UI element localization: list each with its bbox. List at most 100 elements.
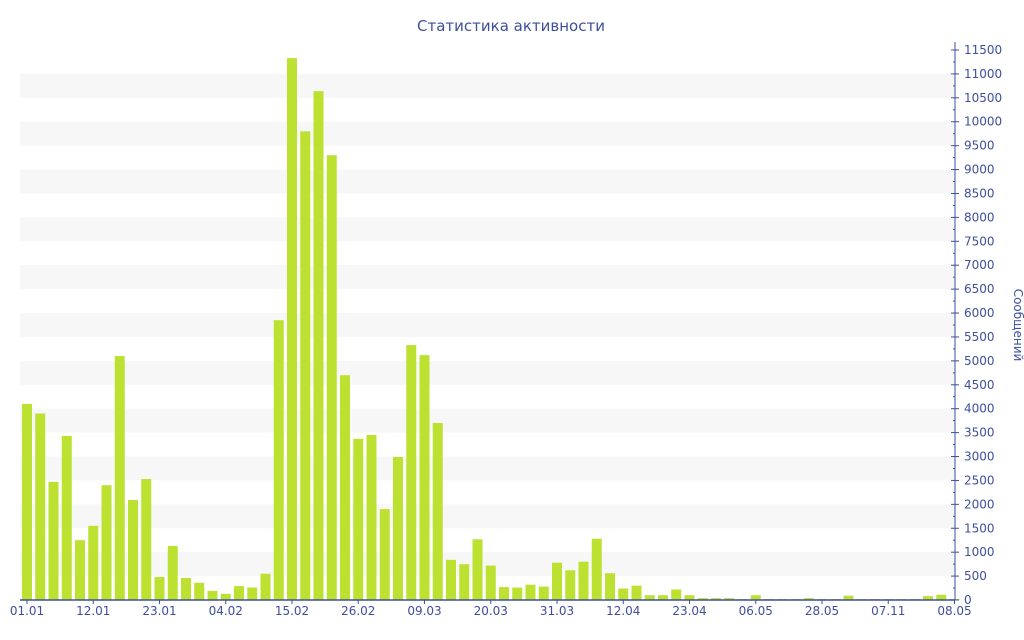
y-axis-label: Сообщений [1011, 289, 1024, 362]
grid-band [20, 360, 955, 385]
bar [379, 509, 390, 600]
grid-band [20, 265, 955, 290]
y-tick-label: 500 [964, 569, 987, 583]
bar [75, 540, 85, 600]
y-tick-label: 8000 [964, 210, 995, 224]
bar [724, 598, 735, 600]
bar [287, 58, 297, 601]
chart-title: Статистика активности [417, 17, 605, 35]
bar [538, 586, 549, 600]
y-tick-label: 1500 [964, 521, 995, 535]
y-tick-label: 4000 [964, 402, 995, 416]
x-tick-label: 08.05 [937, 604, 971, 618]
bar [419, 355, 430, 600]
x-tick-label: 20.03 [474, 604, 508, 618]
bar [61, 435, 72, 600]
bar [167, 545, 178, 600]
bar [631, 585, 642, 600]
x-tick-label: 23.01 [142, 604, 176, 618]
x-tick-label: 09.03 [407, 604, 441, 618]
y-tick-label: 2000 [964, 497, 995, 511]
grid-band [20, 121, 955, 146]
x-tick-label: 26.02 [341, 604, 375, 618]
y-tick-label: 3500 [964, 426, 995, 440]
y-tick-label: 11000 [964, 67, 1002, 81]
y-tick-label: 11500 [964, 43, 1002, 57]
bar [88, 525, 99, 600]
bar [220, 593, 231, 600]
grid-band [20, 313, 955, 337]
grid-band [20, 456, 955, 481]
grid-band [20, 217, 955, 242]
bar [803, 598, 814, 600]
y-tick-label: 2500 [964, 473, 995, 487]
bar [101, 485, 112, 600]
bar [141, 479, 152, 600]
bar [300, 131, 311, 600]
y-tick-label: 1000 [964, 545, 995, 559]
grid-band [20, 73, 955, 98]
y-tick-label: 7500 [964, 234, 995, 248]
y-tick-label: 3000 [964, 450, 995, 464]
y-tick-label: 10500 [964, 91, 1002, 105]
bar [565, 570, 576, 600]
x-tick-label: 15.02 [275, 604, 309, 618]
bar [181, 578, 191, 600]
bar [472, 539, 483, 600]
bar [697, 598, 708, 600]
x-tick-label: 31.03 [540, 604, 574, 618]
x-tick-label: 07.11 [871, 604, 905, 618]
bar [525, 584, 536, 600]
grid-band [20, 504, 955, 529]
bar [35, 413, 46, 600]
bar [499, 587, 509, 600]
bar [485, 565, 496, 600]
bar [512, 587, 523, 600]
bar [22, 403, 32, 600]
y-tick-label: 9000 [964, 163, 995, 177]
bar [843, 595, 854, 600]
y-tick-label: 8500 [964, 186, 995, 200]
bar [353, 438, 364, 600]
bar [923, 596, 933, 600]
x-tick-label: 12.01 [76, 604, 110, 618]
bar [326, 155, 337, 600]
bar [671, 589, 682, 600]
bar [552, 562, 562, 600]
bar [154, 577, 165, 600]
bar [684, 595, 695, 600]
x-tick-label: 04.02 [209, 604, 243, 618]
bar [605, 573, 615, 600]
bar [432, 423, 443, 600]
grid-band [20, 552, 955, 577]
bar [194, 582, 205, 600]
y-tick-label: 5500 [964, 330, 995, 344]
bar [207, 590, 218, 600]
bar [446, 559, 456, 600]
x-tick-label: 28.05 [805, 604, 839, 618]
bar [340, 375, 350, 600]
y-tick-label: 7000 [964, 258, 995, 272]
bar [48, 481, 59, 600]
x-tick-label: 12.04 [606, 604, 640, 618]
bar [658, 595, 668, 600]
bar [114, 356, 125, 600]
bar [750, 595, 761, 600]
bar [644, 595, 655, 600]
bar [936, 594, 947, 600]
grid-band [20, 408, 955, 433]
y-tick-label: 10000 [964, 115, 1002, 129]
x-tick-label: 01.01 [10, 604, 44, 618]
y-tick-label: 6000 [964, 306, 995, 320]
bar [234, 586, 244, 600]
y-tick-label: 4500 [964, 378, 995, 392]
bar [273, 320, 284, 600]
x-tick-label: 23.04 [672, 604, 706, 618]
bar [260, 573, 271, 600]
y-tick-label: 6500 [964, 282, 995, 296]
x-tick-label: 06.05 [739, 604, 773, 618]
bar [393, 457, 403, 600]
bar [313, 91, 324, 600]
bar [128, 500, 138, 600]
